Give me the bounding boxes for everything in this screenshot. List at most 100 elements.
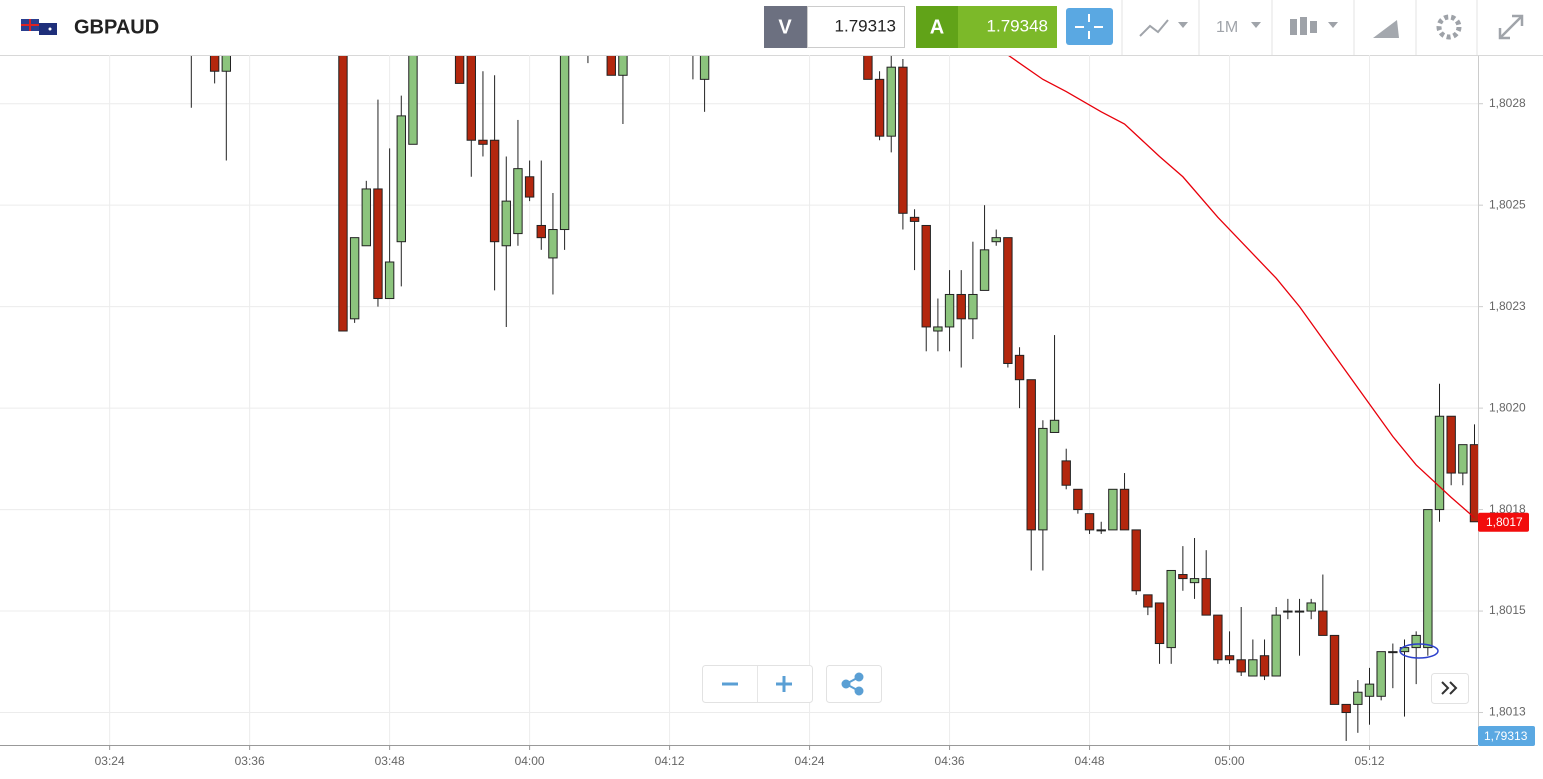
- candle-body: [454, 56, 465, 84]
- candle-body: [1376, 651, 1386, 697]
- chart-type-button[interactable]: [1139, 19, 1188, 37]
- candle-body: [1353, 691, 1363, 705]
- candle-body: [909, 216, 920, 222]
- x-tick-label: 04:24: [795, 754, 825, 768]
- candle-body: [384, 261, 395, 300]
- x-tick-label: 04:00: [515, 754, 545, 768]
- sell-price-box[interactable]: [807, 6, 905, 48]
- candle-body: [1446, 415, 1456, 474]
- candle-body: [1061, 460, 1071, 486]
- candle-body: [956, 293, 966, 320]
- buy-button[interactable]: [916, 6, 958, 48]
- candle-body: [1154, 602, 1165, 645]
- candle-body: [1294, 610, 1305, 613]
- candle-body: [373, 188, 383, 300]
- y-tick-label: 1,8025: [1489, 197, 1526, 211]
- candle-body: [1364, 683, 1375, 697]
- settings-button[interactable]: [1436, 14, 1462, 40]
- candle-body: [349, 237, 360, 320]
- drawing-button[interactable]: [1373, 20, 1399, 38]
- candle-body: [1411, 634, 1421, 649]
- candle-body: [874, 78, 885, 137]
- candle-body: [361, 188, 371, 247]
- zoom-in-button[interactable]: [776, 676, 792, 692]
- candle-body: [1329, 634, 1340, 705]
- y-tick-label: 1,8023: [1489, 299, 1526, 313]
- candle-type-button[interactable]: [1290, 17, 1338, 35]
- candle-body: [1073, 488, 1083, 511]
- candle-body: [1341, 703, 1351, 714]
- moving-average-line: [1008, 56, 1475, 519]
- x-tick-label: 04:36: [935, 754, 965, 768]
- candle-body: [1259, 655, 1270, 677]
- candle-body: [1236, 659, 1246, 673]
- candle-body: [1143, 594, 1153, 608]
- candle-body: [618, 56, 628, 76]
- candle-body: [478, 139, 488, 145]
- sell-label: V: [778, 16, 792, 38]
- candle-body: [513, 168, 523, 235]
- buy-label: A: [930, 16, 944, 38]
- candle-body: [466, 56, 476, 141]
- candle-body: [408, 56, 418, 145]
- x-tick-label: 04:12: [655, 754, 685, 768]
- candle-body: [548, 229, 558, 259]
- x-tick-label: 03:36: [235, 754, 265, 768]
- candle-body: [1026, 379, 1036, 531]
- candle-body: [209, 56, 220, 72]
- scroll-right-icon: [1441, 681, 1458, 695]
- share-button[interactable]: [826, 665, 882, 703]
- x-tick-label: 05:12: [1354, 754, 1384, 768]
- candle-body: [944, 293, 955, 328]
- candle-body: [559, 56, 570, 231]
- candle-body: [396, 115, 406, 243]
- candle-body: [1248, 659, 1258, 677]
- crosshair-button[interactable]: [1066, 8, 1113, 45]
- candle-body: [1003, 237, 1013, 364]
- plot-area: [190, 56, 1478, 741]
- x-tick-label: 03:24: [95, 754, 125, 768]
- candle-body: [979, 249, 990, 291]
- sell-button[interactable]: [764, 6, 807, 48]
- bid-price-tag: [1478, 726, 1535, 746]
- current-price-tag: [1478, 512, 1529, 532]
- candle-body: [898, 66, 908, 214]
- scroll-right-button[interactable]: [1431, 673, 1469, 704]
- y-tick-label: 1,8028: [1489, 96, 1526, 110]
- candle-body: [1096, 529, 1106, 532]
- candle-body: [991, 237, 1001, 243]
- candle-body: [1038, 427, 1048, 531]
- x-tick-label: 03:48: [375, 754, 405, 768]
- candle-body: [1423, 509, 1433, 649]
- y-tick-label: 1,8020: [1489, 400, 1526, 414]
- candle-body: [1014, 354, 1025, 381]
- candle-body: [1131, 529, 1141, 592]
- flag-icon: [21, 19, 57, 35]
- timeframe-caret: [1251, 22, 1261, 28]
- candle-body: [489, 139, 500, 243]
- candle-body: [524, 176, 535, 198]
- candle-body: [699, 56, 710, 80]
- timeframe-button[interactable]: 1M: [1216, 19, 1238, 36]
- candle-body: [933, 326, 943, 332]
- crosshair-icon: [1075, 14, 1103, 39]
- symbol: GBPAUD: [74, 16, 159, 38]
- candle-body: [221, 56, 232, 72]
- candle-body: [921, 224, 931, 328]
- buy-price-box[interactable]: [958, 6, 1057, 48]
- candle-body: [1224, 655, 1235, 661]
- grid: [0, 55, 1478, 745]
- share-icon: [841, 672, 864, 696]
- fullscreen-button[interactable]: [1498, 14, 1524, 40]
- candle-body: [338, 56, 348, 332]
- candle-body: [501, 200, 511, 247]
- axes: 1,8013 1,8015 1,8018 1,8020 1,8023 1,8025 1,80…: [95, 96, 1535, 768]
- candle-body: [1119, 488, 1130, 531]
- candle-body: [1469, 444, 1478, 523]
- candle-body: [1283, 610, 1293, 613]
- y-tick-label: 1,8018: [1489, 502, 1526, 516]
- buy-price: 1.79348: [987, 16, 1048, 35]
- candle-body: [1434, 415, 1445, 511]
- highlight-ellipse: [1399, 643, 1439, 659]
